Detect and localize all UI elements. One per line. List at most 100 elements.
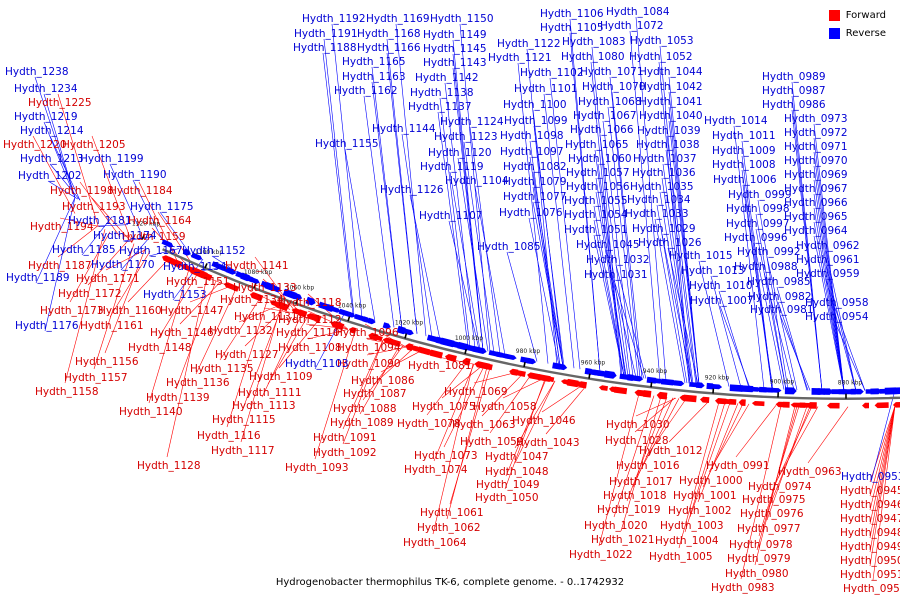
forward-gene-label: Hydth_1194: [30, 221, 94, 233]
forward-gene-arrow: [410, 345, 419, 352]
reverse-gene-label: Hydth_1029: [632, 223, 696, 235]
forward-gene-label: Hydth_0950: [840, 555, 900, 567]
forward-gene-label: Hydth_1116: [197, 430, 261, 442]
label-connector: [159, 211, 191, 254]
label-connector: [372, 348, 414, 386]
label-connector: [504, 378, 546, 490]
reverse-gene-arrow: [558, 363, 568, 371]
label-connector: [109, 163, 141, 231]
tick-mark: [650, 382, 653, 388]
reverse-gene-label: Hydth_0997: [726, 218, 790, 230]
reverse-gene-label: Hydth_0969: [784, 169, 848, 181]
forward-gene-label: Hydth_1002: [668, 505, 732, 517]
forward-gene-arrow: [172, 259, 183, 269]
reverse-gene-label: Hydth_1014: [704, 115, 768, 127]
label-connector: [634, 397, 676, 433]
label-connector: [710, 275, 742, 388]
forward-gene-label: Hydth_1062: [417, 522, 481, 534]
reverse-gene-label: Hydth_1162: [334, 85, 398, 97]
forward-gene-label: Hydth_1193: [62, 201, 126, 213]
label-connector: [195, 288, 237, 375]
reverse-gene-arrow: [710, 383, 723, 390]
label-connector: [432, 363, 474, 535]
label-connector: [813, 221, 845, 391]
reverse-gene-label: Hydth_1035: [630, 181, 694, 193]
forward-gene-label: Hydth_0946: [840, 499, 900, 511]
reverse-gene-label: Hydth_1191: [294, 28, 358, 40]
tick-label: 940 kbp: [643, 368, 668, 375]
reverse-gene-label: Hydth_1065: [565, 139, 629, 151]
label-connector: [91, 197, 133, 243]
label-connector: [791, 109, 823, 391]
reverse-gene-label: Hydth_1055: [564, 195, 628, 207]
forward-gene-label: Hydth_1132: [209, 325, 273, 337]
label-connector: [366, 346, 408, 356]
label-connector: [241, 306, 283, 412]
forward-gene-label: Hydth_0980: [725, 568, 789, 580]
reverse-gene-label: Hydth_1149: [423, 29, 487, 41]
label-connector: [459, 23, 491, 352]
forward-gene-arrow: [224, 282, 240, 292]
label-connector: [667, 247, 699, 385]
forward-gene-label: Hydth_1063: [452, 419, 516, 431]
label-connector: [755, 213, 787, 390]
tick-label: 1020 kbp: [395, 319, 423, 326]
label-connector: [869, 405, 896, 539]
label-connector: [359, 344, 401, 415]
forward-swatch-icon: [828, 9, 840, 21]
reverse-gene-label: Hydth_1152: [182, 245, 246, 257]
label-connector: [240, 306, 282, 443]
reverse-gene-label: Hydth_1123: [434, 131, 498, 143]
forward-gene-arrow: [348, 327, 357, 334]
label-connector: [437, 356, 479, 366]
reverse-gene-arrow: [251, 277, 260, 284]
reverse-gene-label: Hydth_1188: [293, 42, 357, 54]
forward-gene-label: Hydth_1171: [76, 273, 140, 285]
label-connector: [444, 82, 476, 349]
label-connector: [138, 181, 180, 265]
forward-gene-label: Hydth_1112: [278, 314, 342, 326]
reverse-gene-label: Hydth_1060: [568, 153, 632, 165]
genome-backbone: [162, 248, 900, 400]
label-connector: [605, 249, 637, 378]
forward-gene-label: Hydth_1156: [75, 356, 139, 368]
reverse-gene-label: Hydth_1026: [638, 237, 702, 249]
forward-gene-arrow: [462, 357, 471, 366]
label-connector: [331, 23, 363, 318]
reverse-gene-label: Hydth_1192: [302, 13, 366, 25]
label-connector: [105, 249, 147, 271]
reverse-gene-label: Hydth_1126: [380, 184, 444, 196]
forward-gene-label: Hydth_1146: [150, 327, 214, 339]
reverse-gene-label: Hydth_1155: [315, 138, 379, 150]
reverse-gene-label: Hydth_1085: [477, 241, 541, 253]
reverse-gene-label: Hydth_1066: [570, 124, 634, 136]
forward-gene-label: Hydth_1019: [597, 504, 661, 516]
label-connector: [34, 76, 76, 198]
label-connector: [541, 385, 583, 413]
reverse-gene-label: Hydth_1102: [520, 67, 584, 79]
position-ticks: 1120 kbp 1100 kbp 1080 kbp 1060 kbp 1040 kbp…: [132, 221, 862, 399]
tick-label: 1000 kbp: [455, 335, 483, 342]
label-connector: [825, 250, 857, 391]
label-connector: [32, 135, 76, 214]
label-connector: [371, 66, 403, 330]
tick-label: 960 kbp: [581, 360, 606, 367]
label-connector: [825, 278, 857, 391]
forward-gene-label: Hydth_1064: [403, 537, 467, 549]
label-connector: [654, 218, 686, 383]
label-connector: [506, 251, 538, 362]
forward-gene-label: Hydth_1118: [278, 297, 342, 309]
forward-gene-label: Hydth_1093: [285, 462, 349, 474]
reverse-gene-label: Hydth_1103: [285, 358, 349, 370]
forward-gene-label: Hydth_1136: [166, 377, 230, 389]
forward-gene-label: Hydth_0976: [740, 508, 804, 520]
reverse-gene-label: Hydth_1042: [639, 81, 703, 93]
label-connector: [719, 305, 751, 389]
reverse-gene-label: Hydth_1124: [440, 116, 504, 128]
reverse-gene-label: Hydth_0982: [748, 291, 812, 303]
legend-label-forward: Forward: [845, 9, 886, 21]
label-connector: [635, 16, 667, 382]
reverse-gene-label: Hydth_1150: [430, 13, 494, 25]
reverse-gene-label: Hydth_1080: [561, 51, 625, 63]
label-connector: [386, 52, 418, 334]
